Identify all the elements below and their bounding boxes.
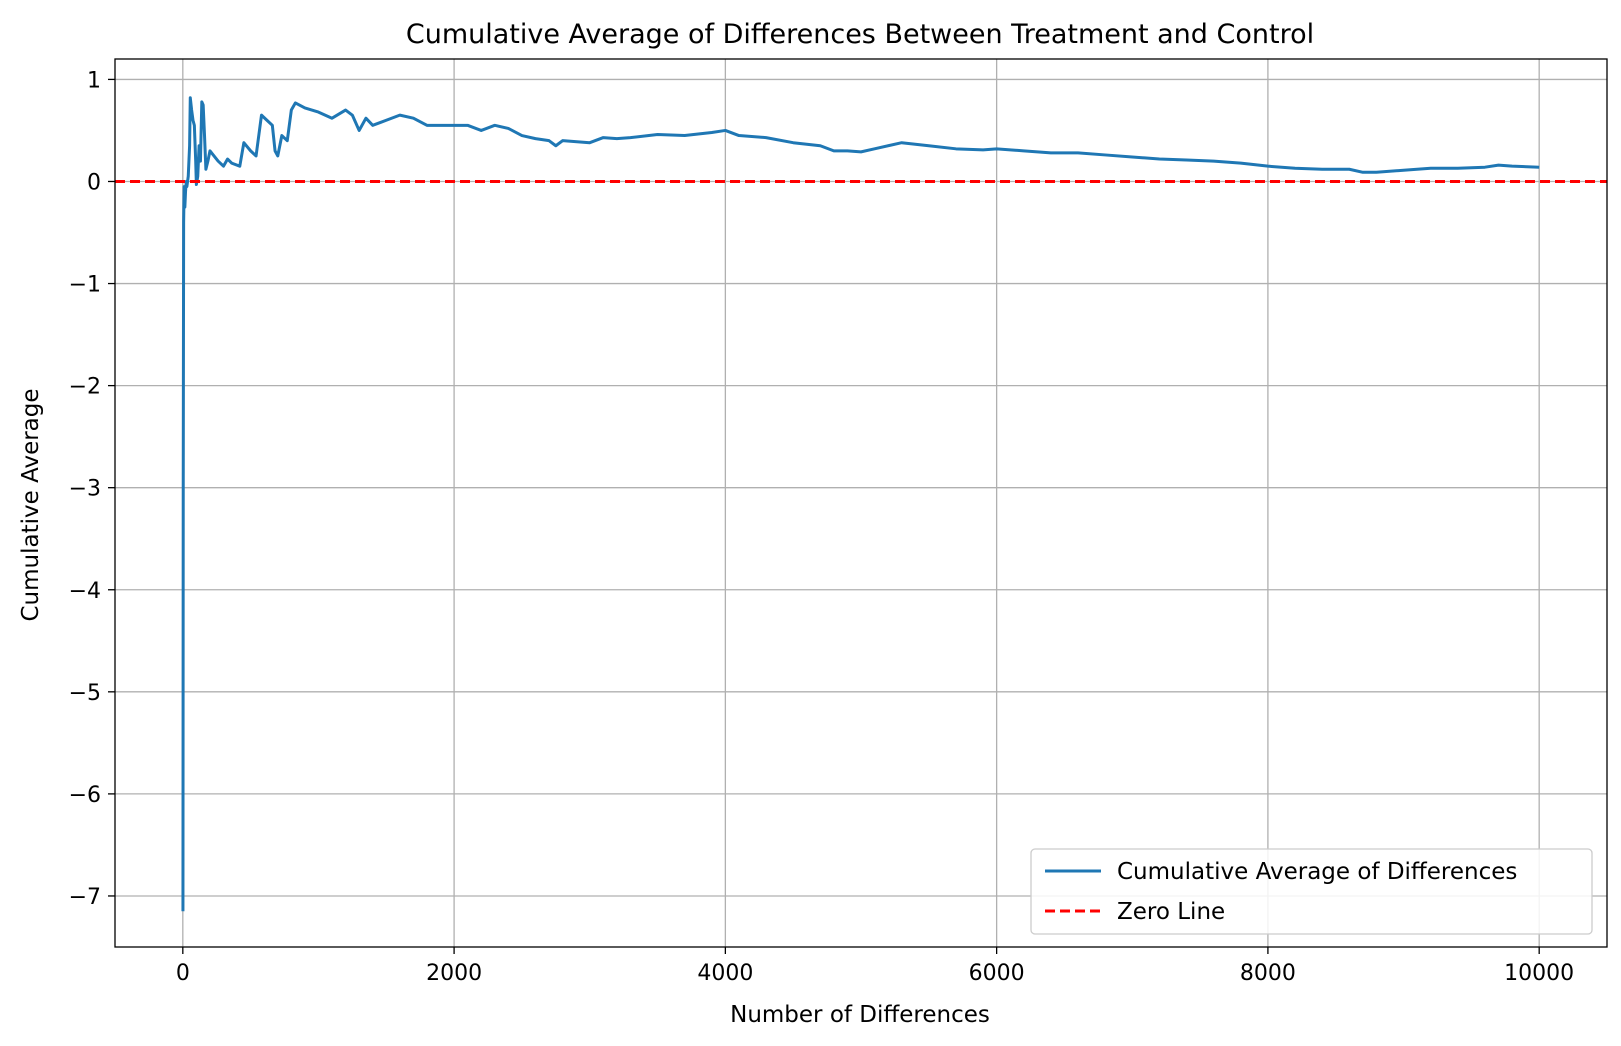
plot-area xyxy=(115,96,1607,912)
y-tick-label: −5 xyxy=(69,681,101,706)
grid-lines xyxy=(115,59,1607,947)
y-tick-label: −3 xyxy=(69,477,101,502)
x-tick-label: 8000 xyxy=(1240,961,1296,986)
y-tick-label: −4 xyxy=(69,579,101,604)
x-tick-label: 6000 xyxy=(969,961,1025,986)
chart-title: Cumulative Average of Differences Betwee… xyxy=(406,19,1314,50)
x-axis-ticks: 0 2000 4000 6000 8000 10000 xyxy=(176,947,1574,986)
x-tick-label: 0 xyxy=(176,961,190,986)
y-tick-label: −2 xyxy=(69,375,101,400)
y-tick-label: −6 xyxy=(69,783,101,808)
legend-box xyxy=(1030,848,1593,935)
y-tick-label: 0 xyxy=(87,170,101,195)
y-axis-ticks: 1 0 −1 −2 −3 −4 −5 −6 −7 xyxy=(69,68,115,910)
axes-frame xyxy=(114,58,1608,948)
y-axis-label: Cumulative Average xyxy=(18,388,44,621)
cumulative-average-line xyxy=(181,96,1540,912)
x-tick-label: 4000 xyxy=(697,961,753,986)
y-tick-label: −1 xyxy=(69,273,101,298)
x-tick-label: 2000 xyxy=(426,961,482,986)
x-axis-label: Number of Differences xyxy=(730,1002,990,1028)
x-tick-label: 10000 xyxy=(1504,961,1574,986)
legend: Cumulative Average of Differences Zero L… xyxy=(1030,848,1593,935)
legend-label-cumulative: Cumulative Average of Differences xyxy=(1117,859,1517,885)
y-tick-label: −7 xyxy=(69,885,101,910)
y-tick-label: 1 xyxy=(87,68,101,93)
legend-label-zero-line: Zero Line xyxy=(1117,899,1225,925)
